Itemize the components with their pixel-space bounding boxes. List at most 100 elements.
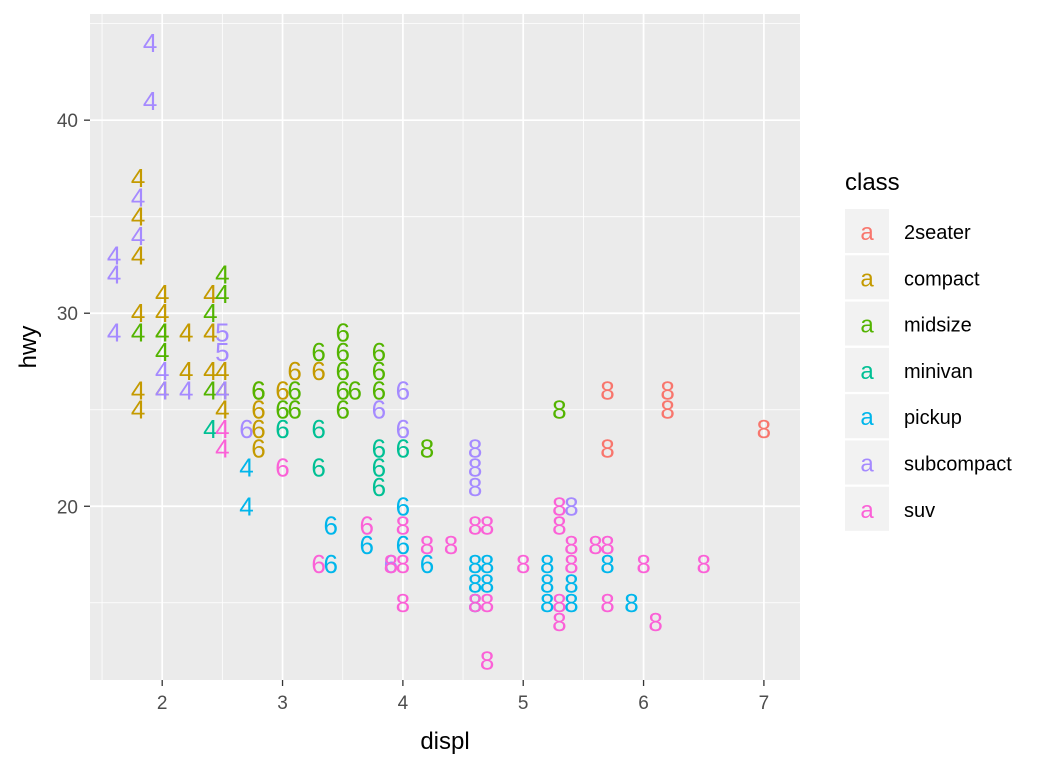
data-point-pickup: 8 [480,568,494,598]
legend-key-glyph: a [860,219,874,246]
data-point-compact: 6 [251,375,265,405]
legend-label-pickup: pickup [904,407,962,429]
data-point-subcompact: 4 [179,375,193,405]
data-point-minivan: 6 [396,433,410,463]
data-point-pickup: 8 [540,588,554,618]
data-point-suv: 8 [552,588,566,618]
data-point-midsize: 6 [335,375,349,405]
data-point-compact: 4 [203,318,217,348]
data-point-compact: 4 [131,163,145,193]
data-point-subcompact: 4 [143,86,157,116]
data-point-midsize: 4 [203,375,217,405]
data-point-compact: 4 [179,318,193,348]
data-point-suv: 8 [552,607,566,637]
data-point-pickup: 8 [624,588,638,618]
x-axis-title: displ [420,728,469,755]
data-point-subcompact: 6 [384,549,398,579]
data-point-minivan: 6 [275,414,289,444]
data-point-suv: 8 [600,530,614,560]
data-point-compact: 4 [203,356,217,386]
data-point-compact: 4 [155,298,169,328]
data-point-compact: 4 [215,395,229,425]
data-point-suv: 8 [588,530,602,560]
data-point-midsize: 6 [335,318,349,348]
data-point-2seater: 8 [757,414,771,444]
data-point-subcompact: 6 [372,395,386,425]
legend-key [845,255,889,300]
legend-key [845,486,889,531]
data-point-suv: 8 [636,549,650,579]
data-point-2seater: 8 [600,375,614,405]
legend-key-glyph: a [860,497,874,524]
data-point-compact: 4 [215,356,229,386]
data-point-pickup: 8 [480,549,494,579]
data-point-midsize: 6 [335,356,349,386]
data-point-subcompact: 6 [396,414,410,444]
data-point-compact: 4 [155,318,169,348]
data-point-compact: 6 [311,356,325,386]
data-point-midsize: 6 [372,337,386,367]
data-point-midsize: 4 [155,337,169,367]
data-point-subcompact: 4 [107,318,121,348]
data-point-midsize: 4 [215,279,229,309]
data-point-minivan: 6 [311,414,325,444]
data-point-suv: 8 [468,588,482,618]
data-point-subcompact: 8 [564,491,578,521]
x-tick-label: 2 [157,693,168,714]
data-point-subcompact: 4 [107,240,121,270]
legend-label-minivan: minivan [904,361,973,383]
data-point-pickup: 4 [239,491,253,521]
data-point-midsize: 6 [335,395,349,425]
legend-key-glyph: a [860,358,874,385]
data-point-suv: 8 [564,549,578,579]
data-point-compact: 4 [155,375,169,405]
data-point-midsize: 4 [131,318,145,348]
data-point-pickup: 8 [468,588,482,618]
data-point-minivan: 6 [372,433,386,463]
data-point-pickup: 6 [396,530,410,560]
data-point-midsize: 6 [311,337,325,367]
data-point-minivan: 6 [372,453,386,483]
data-point-compact: 4 [131,395,145,425]
data-point-suv: 8 [600,588,614,618]
data-point-compact: 6 [287,356,301,386]
data-point-suv: 8 [396,549,410,579]
data-point-compact: 4 [131,202,145,232]
data-point-suv: 8 [396,588,410,618]
data-point-pickup: 8 [564,588,578,618]
legend-label-suv: suv [904,500,935,522]
data-point-midsize: 8 [552,395,566,425]
data-point-midsize: 4 [155,318,169,348]
data-point-suv: 4 [215,433,229,463]
data-point-pickup: 4 [239,453,253,483]
data-point-suv: 8 [480,588,494,618]
data-point-compact: 4 [131,375,145,405]
y-tick-label: 20 [57,497,78,518]
data-point-suv: 8 [516,549,530,579]
x-tick-label: 4 [398,693,409,714]
data-point-compact: 6 [275,375,289,405]
data-point-midsize: 4 [203,298,217,328]
data-point-midsize: 6 [275,395,289,425]
data-point-suv: 8 [480,511,494,541]
data-point-midsize: 6 [287,375,301,405]
data-point-compact: 4 [203,279,217,309]
x-tick-label: 7 [759,693,770,714]
data-point-subcompact: 4 [107,260,121,290]
data-point-pickup: 8 [564,568,578,598]
legend-label-midsize: midsize [904,315,972,337]
data-point-pickup: 6 [420,549,434,579]
data-point-pickup: 8 [540,568,554,598]
data-point-suv: 6 [275,453,289,483]
legend-key [845,347,889,392]
data-point-compact: 4 [155,279,169,309]
data-point-pickup: 8 [540,549,554,579]
data-point-subcompact: 6 [396,375,410,405]
data-point-subcompact: 4 [155,356,169,386]
data-point-suv: 8 [696,549,710,579]
data-point-minivan: 6 [311,453,325,483]
data-point-suv: 4 [215,414,229,444]
data-point-pickup: 8 [468,549,482,579]
legend-key-glyph: a [860,451,874,478]
